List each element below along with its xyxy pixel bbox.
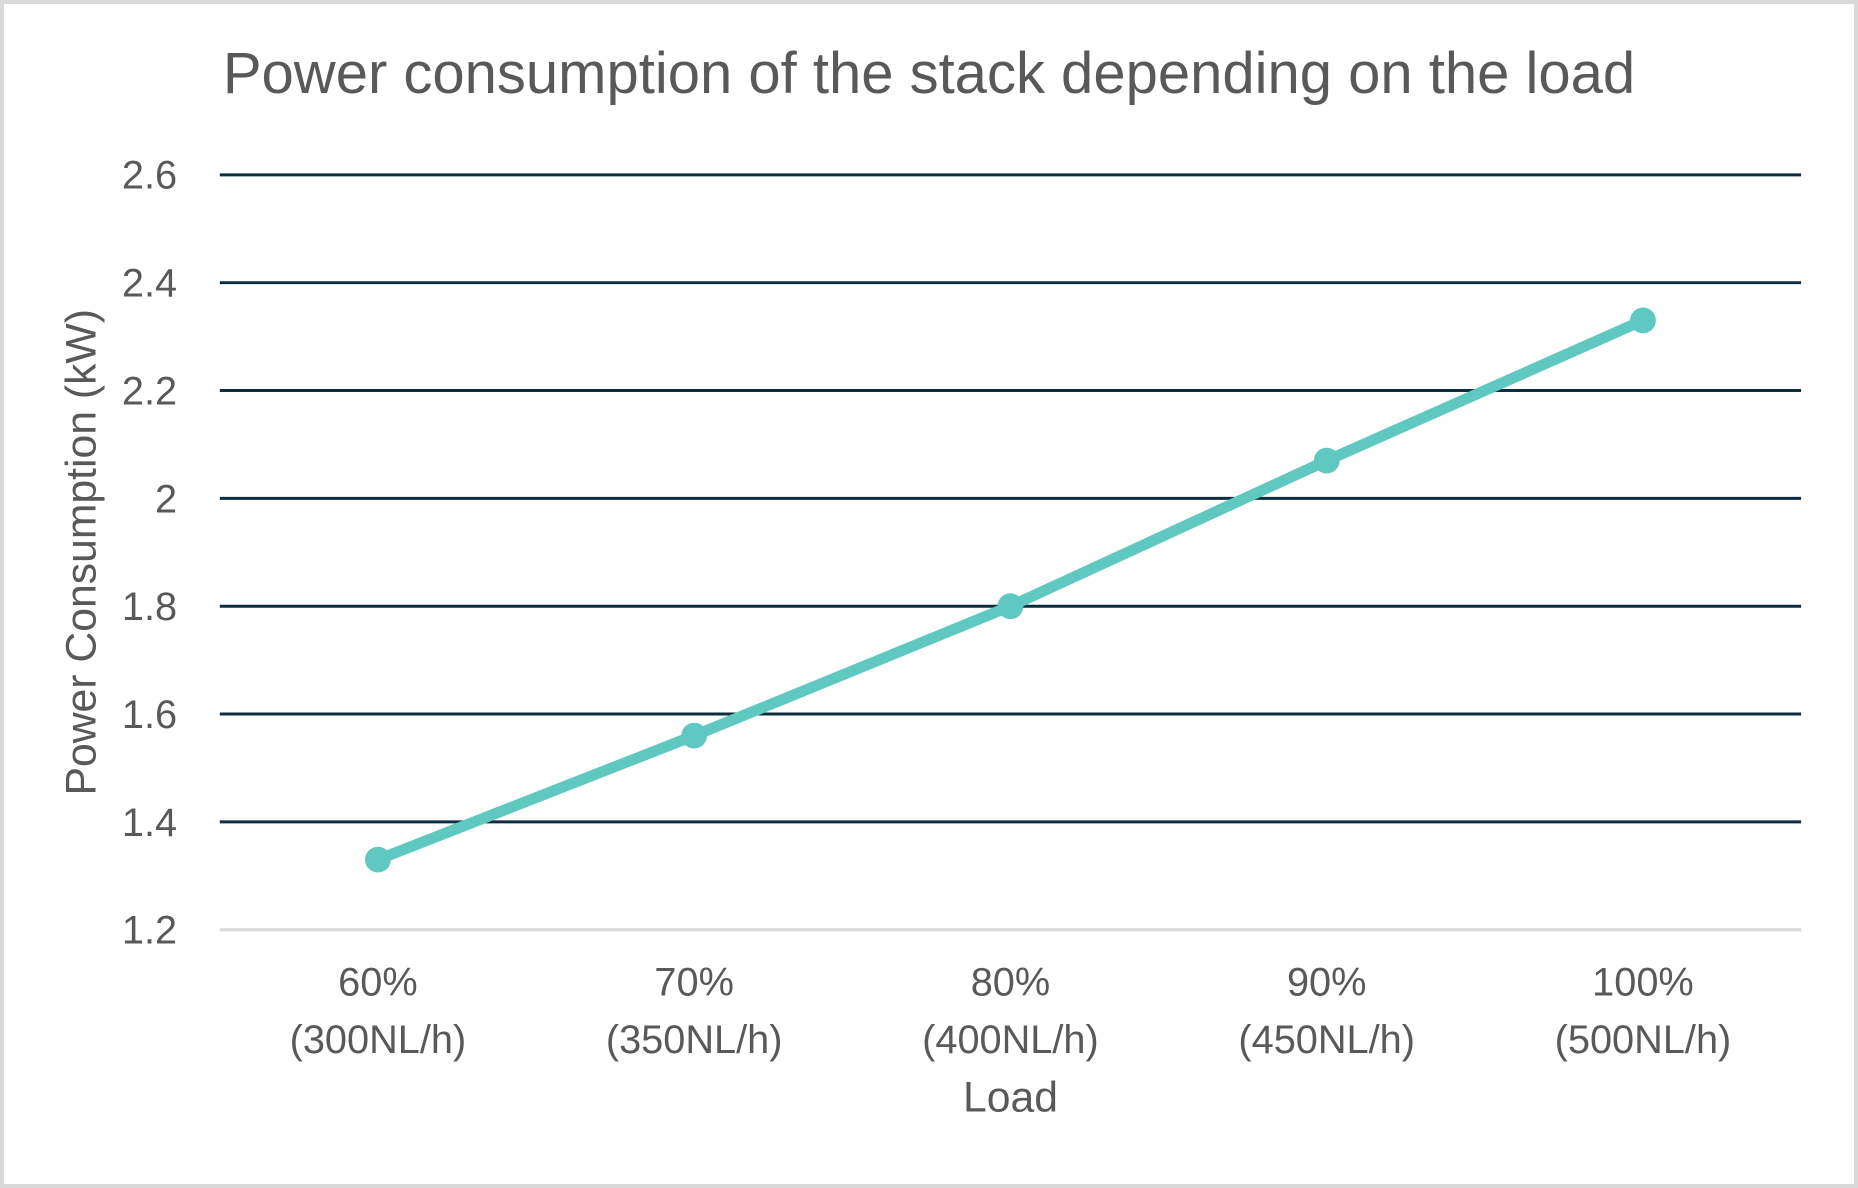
x-tick-label: 100% <box>1592 960 1694 1004</box>
x-tick-sublabel: (350NL/h) <box>606 1018 783 1062</box>
data-point-60% <box>365 846 391 873</box>
x-tick-sublabel: (500NL/h) <box>1555 1018 1732 1062</box>
plot-area: 1.2 1.4 1.6 1.8 2 2.2 2.4 2.6 60% (300NL/h) 70% (35… <box>58 154 1802 1121</box>
series-line <box>372 314 1649 866</box>
y-axis-title: Power Consumption (kW) <box>58 309 106 795</box>
y-tick-label: 1.6 <box>122 693 177 737</box>
data-point-90% <box>1313 447 1340 474</box>
x-tick-label: 80% <box>971 960 1051 1004</box>
data-point-100% <box>1630 307 1656 334</box>
x-tick-sublabel: (300NL/h) <box>290 1018 467 1062</box>
y-tick-label: 2.4 <box>122 262 177 306</box>
y-tick-label: 1.8 <box>122 585 177 629</box>
x-tick-label: 90% <box>1287 960 1366 1004</box>
data-point-70% <box>681 722 708 749</box>
x-tick-label: 60% <box>338 960 417 1004</box>
y-tick-label: 2 <box>155 477 177 521</box>
chart-title: Power consumption of the stack depending… <box>222 41 1636 106</box>
data-point-80% <box>997 593 1024 620</box>
x-tick-sublabel: (450NL/h) <box>1238 1018 1415 1062</box>
y-tick-label: 2.2 <box>122 369 177 413</box>
y-tick-label: 2.6 <box>122 154 177 198</box>
x-axis-title: Load <box>963 1073 1058 1121</box>
y-tick-label: 1.2 <box>122 909 177 953</box>
x-tick-label: 70% <box>654 960 734 1004</box>
x-tick-sublabel: (400NL/h) <box>922 1018 1099 1062</box>
y-tick-label: 1.4 <box>122 801 177 845</box>
